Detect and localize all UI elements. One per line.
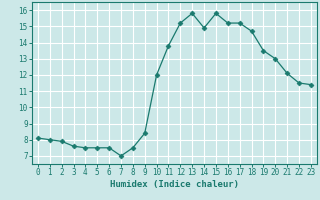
X-axis label: Humidex (Indice chaleur): Humidex (Indice chaleur) bbox=[110, 180, 239, 189]
